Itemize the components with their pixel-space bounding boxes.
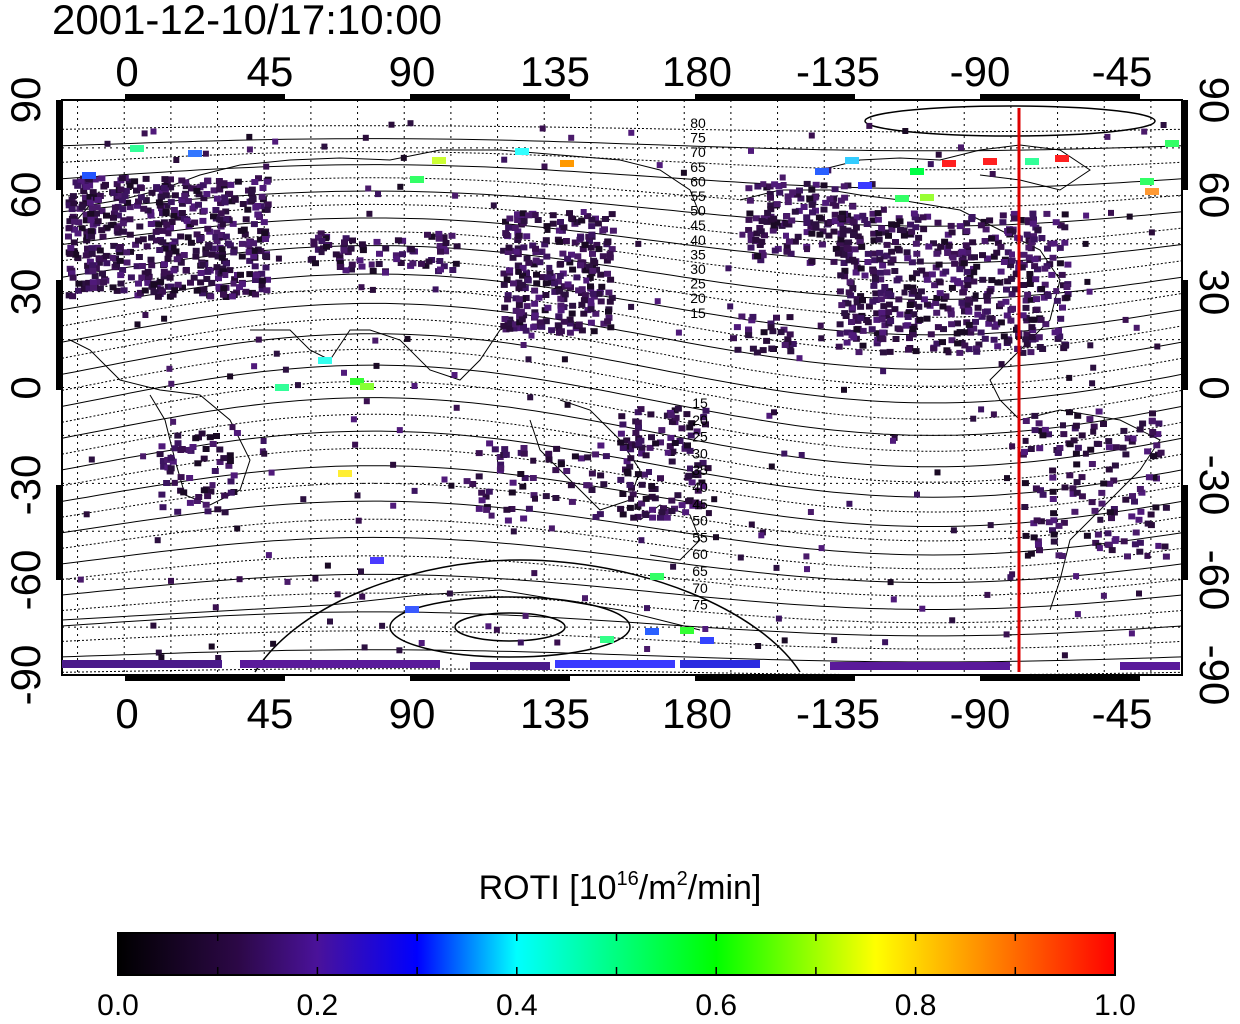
contour-label-north: 75 [690, 130, 706, 146]
left-lat-tick-label: 0 [2, 376, 49, 399]
colorbar-title: ROTI [1016/m2/min] [478, 868, 762, 907]
colorbar-tick-labels: 0.0 0.2 0.4 0.6 0.8 1.0 [97, 989, 1136, 1022]
contour-label-south: 60 [692, 546, 708, 562]
contour-label-south: 40 [692, 479, 708, 495]
contour-label-south: 70 [692, 580, 708, 596]
contour-label-south: 20 [692, 412, 708, 428]
frame-tick-marks [56, 94, 1188, 681]
bottom-longitude-axis: 0 45 90 135 180 -135 -90 -45 [115, 690, 1152, 737]
top-lon-tick-label: 135 [520, 48, 590, 95]
contour-label-north: 65 [690, 159, 706, 175]
top-lon-tick-label: 0 [115, 48, 138, 95]
bottom-lon-tick-label: -45 [1092, 690, 1153, 737]
contour-label-south: 50 [692, 513, 708, 529]
contour-label-north: 60 [690, 173, 706, 189]
colorbar-tick-label: 0.2 [297, 989, 339, 1022]
contour-label-north: 50 [690, 203, 706, 219]
left-lat-tick-label: -90 [2, 645, 49, 706]
contour-labels: 8075706560555045403530252015152025303540… [690, 115, 708, 613]
left-lat-tick-label: 30 [2, 269, 49, 316]
bottom-lon-tick-label: -90 [950, 690, 1011, 737]
right-lat-tick-label: -60 [1191, 550, 1238, 611]
top-lon-tick-label: -45 [1092, 48, 1153, 95]
contour-label-north: 20 [690, 290, 706, 306]
left-lat-tick-label: 60 [2, 172, 49, 219]
right-lat-tick-label: -90 [1191, 645, 1238, 706]
right-latitude-axis: 90 60 30 0 -30 -60 -90 [1191, 77, 1238, 706]
contour-label-south: 15 [692, 395, 708, 411]
colorbar-tick-label: 0.0 [97, 989, 139, 1022]
right-lat-tick-label: -30 [1191, 455, 1238, 516]
left-lat-tick-label: -30 [2, 455, 49, 516]
contour-label-north: 45 [690, 217, 706, 233]
contour-label-south: 30 [692, 445, 708, 461]
left-lat-tick-label: -60 [2, 550, 49, 611]
contour-label-north: 25 [690, 276, 706, 292]
left-latitude-axis: 90 60 30 0 -30 -60 -90 [2, 77, 49, 706]
top-longitude-axis: 0 45 90 135 180 -135 -90 -45 [115, 48, 1152, 95]
colorbar-tick-label: 0.6 [695, 989, 737, 1022]
colorbar-tick-label: 0.8 [895, 989, 937, 1022]
colorbar-ticks [216, 933, 1017, 975]
right-lat-tick-label: 30 [1191, 269, 1238, 316]
colorbar-tick-label: 1.0 [1094, 989, 1136, 1022]
top-lon-tick-label: -90 [950, 48, 1011, 95]
contour-label-south: 35 [692, 462, 708, 478]
left-lat-tick-label: 90 [2, 77, 49, 124]
bottom-lon-tick-label: 45 [247, 690, 294, 737]
contour-label-north: 30 [690, 261, 706, 277]
contour-label-north: 80 [690, 115, 706, 131]
contour-label-north: 15 [690, 305, 706, 321]
contour-label-north: 70 [690, 144, 706, 160]
right-lat-tick-label: 90 [1191, 77, 1238, 124]
contour-label-north: 40 [690, 232, 706, 248]
bottom-lon-tick-label: 0 [115, 690, 138, 737]
colorbar-tick-label: 0.4 [496, 989, 538, 1022]
contour-label-north: 35 [690, 246, 706, 262]
bottom-lon-tick-label: 90 [389, 690, 436, 737]
top-lon-tick-label: 45 [247, 48, 294, 95]
contour-label-north: 55 [690, 188, 706, 204]
map-title: 2001-12-10/17:10:00 [52, 0, 442, 43]
bottom-lon-tick-label: -135 [796, 690, 880, 737]
top-lon-tick-label: -135 [796, 48, 880, 95]
contour-label-south: 65 [692, 563, 708, 579]
bottom-lon-tick-label: 180 [662, 690, 732, 737]
right-lat-tick-label: 0 [1191, 376, 1238, 399]
top-lon-tick-label: 90 [389, 48, 436, 95]
roti-data-cells [62, 120, 1180, 670]
top-lon-tick-label: 180 [662, 48, 732, 95]
right-lat-tick-label: 60 [1191, 172, 1238, 219]
contour-label-south: 75 [692, 597, 708, 613]
contour-label-south: 55 [692, 529, 708, 545]
bottom-lon-tick-label: 135 [520, 690, 590, 737]
contour-label-south: 25 [692, 429, 708, 445]
contour-label-south: 45 [692, 496, 708, 512]
